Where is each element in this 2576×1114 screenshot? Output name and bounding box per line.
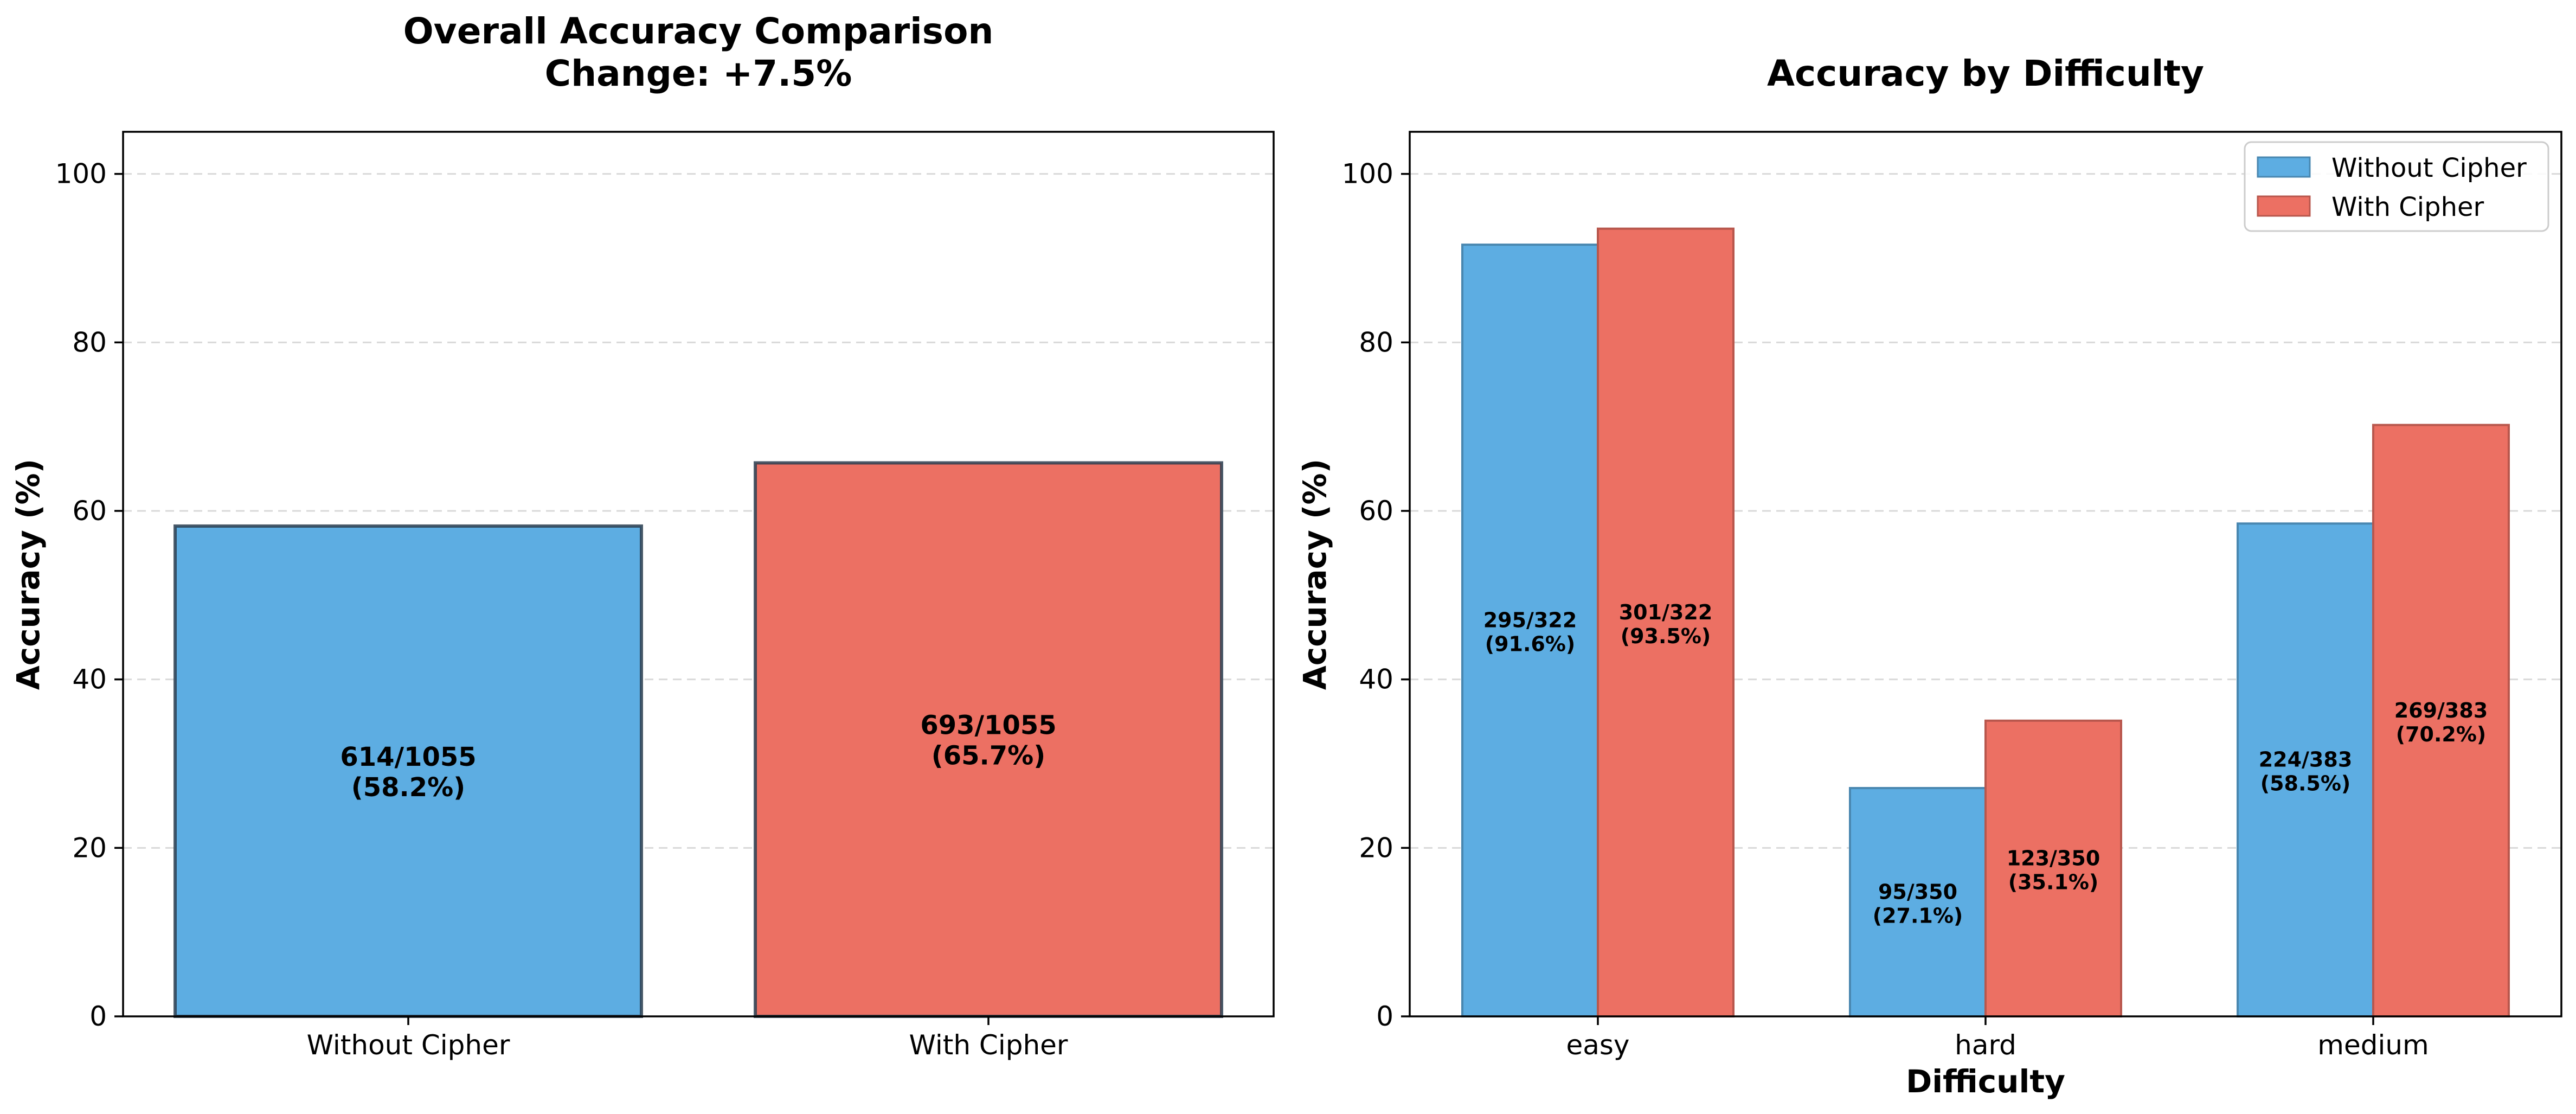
bar-label-count: 295/322 (1483, 609, 1577, 632)
bar-labels: 614/1055(58.2%) 693/1055(65.7%) (340, 710, 1056, 803)
y-tick-label: 0 (89, 1001, 107, 1032)
bar-medium-without-cipher (2237, 522, 2374, 1017)
legend-label-without-cipher: Without Cipher (2331, 153, 2527, 183)
bars (1461, 227, 2510, 1018)
y-tick-label: 60 (72, 495, 107, 527)
chart-subtitle: Change: +7.5% (545, 53, 852, 94)
legend-label-with-cipher: With Cipher (2331, 192, 2484, 222)
bar-label-count: 693/1055 (920, 710, 1056, 741)
bar-label-count: 224/383 (2259, 748, 2353, 772)
x-axis-ticks: Without Cipher With Cipher (307, 1016, 1068, 1061)
bar-label-percent: (35.1%) (2008, 870, 2099, 894)
bar-label-percent: (70.2%) (2396, 722, 2487, 746)
bar-easy-without-cipher (1461, 244, 1599, 1018)
bar-label-percent: (58.5%) (2260, 772, 2351, 796)
y-tick-label: 100 (1342, 158, 1393, 190)
y-tick-label: 0 (1376, 1001, 1393, 1032)
y-axis-label: Accuracy (%) (10, 459, 47, 690)
bar-without-cipher (174, 524, 643, 1018)
y-tick-label: 60 (1359, 495, 1393, 527)
x-tick-label: easy (1566, 1029, 1629, 1061)
legend: Without Cipher With Cipher (2244, 141, 2549, 232)
bar-hard-without-cipher (1849, 787, 1987, 1017)
legend-swatch-without-cipher (2257, 156, 2311, 178)
x-tick-label: Without Cipher (307, 1029, 510, 1061)
bar-hard-with-cipher (1984, 719, 2122, 1017)
y-axis-ticks: 0 20 40 60 80 100 (55, 158, 123, 1032)
y-tick-label: 80 (72, 326, 107, 358)
x-axis-ticks: easy hard medium (1566, 1016, 2429, 1061)
bar-label-count: 269/383 (2394, 699, 2488, 722)
y-tick-label: 20 (72, 832, 107, 863)
bar-label-percent: (58.2%) (351, 772, 465, 803)
accuracy-by-difficulty-chart: Accuracy by Difficulty 295/322(91.6%) 301… (1296, 53, 2562, 1100)
y-axis-label: Accuracy (%) (1296, 459, 1333, 690)
bar-medium-with-cipher (2372, 424, 2510, 1017)
bar-label-count: 123/350 (2007, 846, 2100, 870)
bar-label-percent: (91.6%) (1485, 632, 1576, 656)
chart-title: Accuracy by Difficulty (1767, 53, 2204, 94)
bar-with-cipher (754, 461, 1223, 1018)
x-tick-label: hard (1955, 1029, 2016, 1061)
y-tick-label: 40 (72, 664, 107, 695)
overall-accuracy-chart: Overall Accuracy Comparison Change: +7.5… (10, 10, 1275, 1061)
bar-label-percent: (93.5%) (1621, 624, 1711, 648)
y-tick-label: 20 (1359, 832, 1393, 863)
legend-swatch-with-cipher (2257, 195, 2311, 217)
y-tick-label: 80 (1359, 326, 1393, 358)
chart-title: Overall Accuracy Comparison (403, 10, 994, 52)
bar-label-percent: (65.7%) (932, 741, 1045, 771)
x-tick-label: medium (2317, 1029, 2429, 1061)
bar-label-percent: (27.1%) (1873, 904, 1963, 928)
bar-labels: 295/322(91.6%) 301/322(93.5%) 95/350(27.1%… (1483, 600, 2488, 928)
x-axis-label: Difficulty (1906, 1063, 2065, 1100)
legend-frame (2244, 141, 2549, 232)
y-tick-label: 40 (1359, 664, 1393, 695)
y-axis-ticks: 0 20 40 60 80 100 (1342, 158, 1410, 1032)
bar-label-count: 301/322 (1619, 600, 1713, 624)
plot-frame (122, 131, 1275, 1017)
y-tick-label: 100 (55, 158, 107, 190)
bar-label-count: 614/1055 (340, 742, 476, 772)
bars (174, 461, 1223, 1018)
bar-easy-with-cipher (1597, 227, 1735, 1018)
bar-label-count: 95/350 (1878, 880, 1957, 904)
x-tick-label: With Cipher (909, 1029, 1068, 1061)
